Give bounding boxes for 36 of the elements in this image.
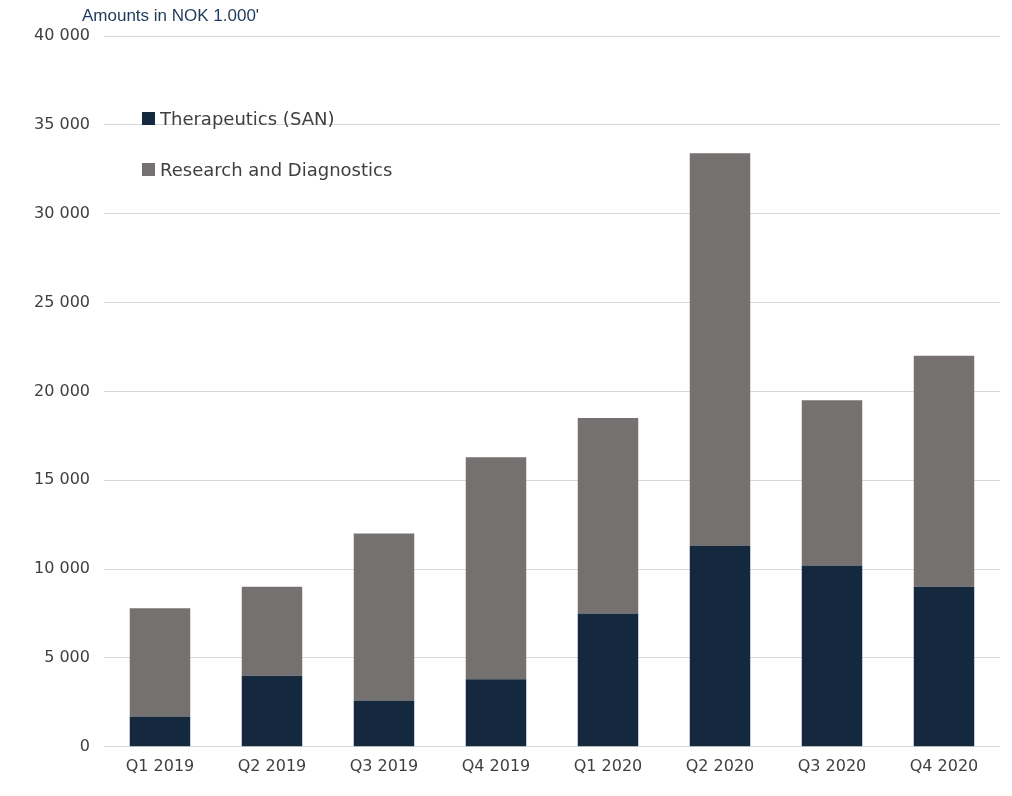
legend-label: Research and Diagnostics [159,159,393,180]
bar [913,355,975,587]
bar [577,418,639,614]
bar [689,546,751,747]
bar [129,608,191,717]
y-tick-label: 20 000 [34,380,90,400]
x-tick-label: Q2 2019 [237,755,307,775]
bar [689,153,751,546]
bar [465,679,527,747]
y-tick-label: 0 [79,735,90,755]
y-tick-label: 15 000 [34,469,90,489]
x-tick-label: Q4 2020 [909,755,979,775]
bar [241,586,303,676]
x-tick-label: Q3 2019 [349,755,419,775]
x-tick-label: Q2 2020 [685,755,755,775]
bar [465,457,527,680]
y-tick-label: 5 000 [44,647,90,667]
bar [129,716,191,747]
bar [353,533,415,701]
x-tick-label: Q1 2020 [573,755,643,775]
y-tick-label: 40 000 [34,25,90,45]
y-tick-label: 30 000 [34,202,90,222]
x-tick-label: Q1 2019 [125,755,195,775]
x-tick-label: Q3 2020 [797,755,867,775]
legend-label: Therapeutics (SAN) [159,108,335,129]
bar [913,586,975,747]
bar [801,400,863,566]
bar [577,613,639,747]
bar [801,565,863,747]
y-tick-label: 25 000 [34,291,90,311]
bar [353,700,415,747]
y-tick-label: 10 000 [34,558,90,578]
y-tick-label: 35 000 [34,114,90,134]
bar [241,675,303,747]
y-axis-title: Amounts in NOK 1.000' [82,6,260,26]
x-tick-label: Q4 2019 [461,755,531,775]
